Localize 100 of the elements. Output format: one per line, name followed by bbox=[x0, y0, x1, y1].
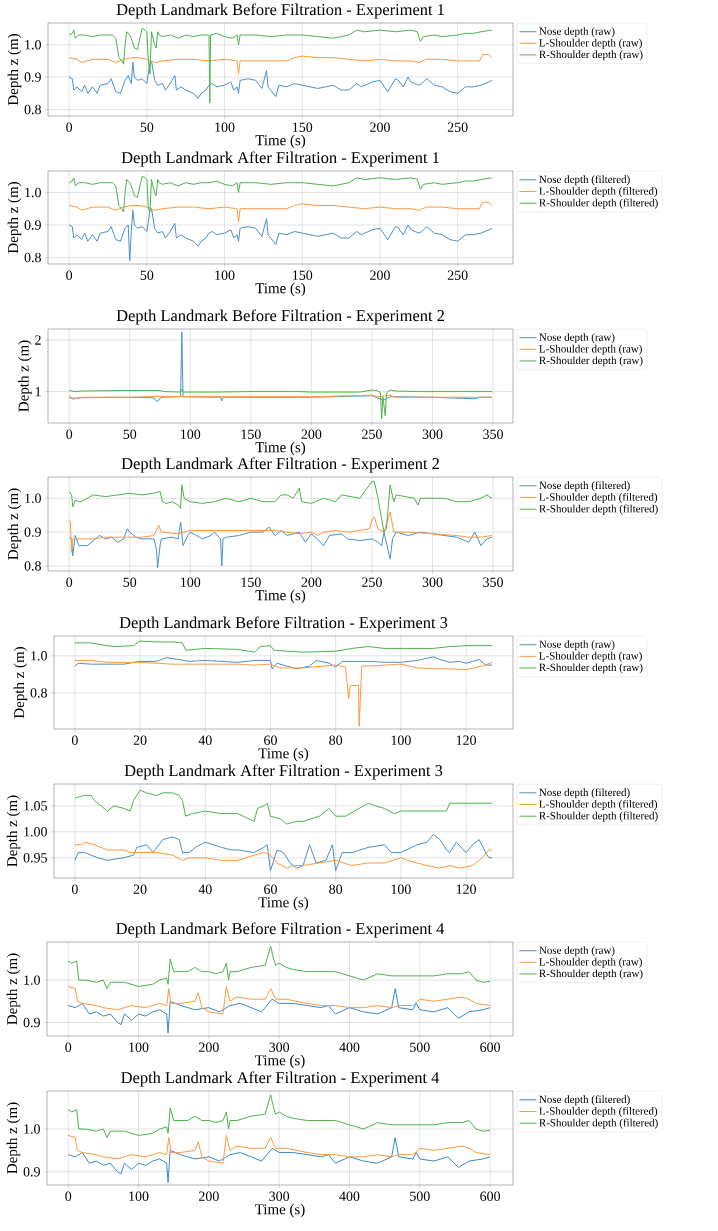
x-tick-label: 100 bbox=[129, 1191, 149, 1201]
x-tick-label: 250 bbox=[362, 429, 382, 439]
x-tick-label: 300 bbox=[422, 429, 443, 439]
x-tick-label: 300 bbox=[269, 1042, 290, 1052]
y-tick-label: 0.9 bbox=[24, 72, 41, 82]
y-axis-title: Depth z (m) bbox=[7, 488, 22, 560]
y-tick-label: 0.9 bbox=[23, 1017, 40, 1028]
legend-label: L-Shoulder depth (filtered) bbox=[539, 1106, 658, 1117]
legend-label: L-Shoulder depth (raw) bbox=[539, 957, 642, 968]
x-tick-label: 100 bbox=[181, 577, 201, 587]
x-tick-label: 250 bbox=[362, 577, 382, 587]
x-tick-label: 0 bbox=[65, 1042, 72, 1052]
y-tick-label: 1.05 bbox=[24, 801, 47, 811]
x-tick-label: 150 bbox=[241, 429, 261, 439]
legend-label: Nose depth (raw) bbox=[539, 27, 615, 38]
x-tick-label: 300 bbox=[269, 1191, 290, 1201]
y-axis-title: Depth z (m) bbox=[6, 1102, 21, 1174]
y-tick-label: 1.0 bbox=[24, 975, 40, 985]
x-tick-label: 0 bbox=[71, 884, 78, 894]
x-tick-label: 150 bbox=[293, 122, 313, 132]
x-tick-label: 0 bbox=[66, 577, 73, 587]
y-tick-label: 0.9 bbox=[24, 527, 41, 537]
x-tick-label: 400 bbox=[339, 1042, 360, 1052]
legend-label: Nose depth (raw) bbox=[539, 946, 615, 957]
chart-title: Depth Landmark After Filtration - Experiment 1 bbox=[121, 151, 439, 167]
x-tick-label: 20 bbox=[133, 735, 147, 745]
x-tick-label: 50 bbox=[123, 577, 137, 587]
x-tick-label: 40 bbox=[198, 884, 212, 894]
x-axis-title: Time (s) bbox=[258, 896, 309, 911]
line-series bbox=[68, 208, 493, 262]
chart-title: Depth Landmark Before Filtration - Experiment 4 bbox=[116, 922, 445, 938]
legend-label: L-Shoulder depth (filtered) bbox=[539, 799, 658, 810]
x-tick-label: 200 bbox=[370, 270, 390, 280]
x-tick-label: 50 bbox=[123, 429, 137, 439]
y-tick-label: 0.9 bbox=[24, 220, 41, 230]
y-tick-label: 0.8 bbox=[30, 688, 47, 698]
x-tick-label: 40 bbox=[198, 735, 212, 745]
x-tick-label: 200 bbox=[199, 1042, 219, 1052]
x-axis-title: Time (s) bbox=[255, 441, 306, 456]
legend-label: R-Shoulder depth (filtered) bbox=[539, 198, 658, 209]
x-axis-title: Time (s) bbox=[255, 282, 306, 297]
legend-label: R-Shoulder depth (raw) bbox=[539, 356, 643, 367]
legend-label: R-Shoulder depth (raw) bbox=[539, 663, 643, 674]
x-tick-label: 50 bbox=[140, 122, 154, 132]
y-tick-label: 1.00 bbox=[24, 827, 47, 837]
x-tick-label: 500 bbox=[410, 1042, 430, 1052]
x-tick-label: 100 bbox=[215, 270, 235, 280]
legend-label: Nose depth (filtered) bbox=[539, 1095, 630, 1106]
line-series bbox=[68, 60, 493, 99]
y-tick-label: 1.0 bbox=[25, 493, 41, 504]
legend-label: R-Shoulder depth (filtered) bbox=[539, 811, 658, 822]
x-tick-label: 60 bbox=[264, 884, 277, 894]
x-tick-label: 0 bbox=[66, 429, 73, 439]
x-tick-label: 0 bbox=[71, 735, 78, 745]
x-axis-title: Time (s) bbox=[255, 134, 306, 149]
x-tick-label: 0 bbox=[66, 270, 73, 280]
legend-label: Nose depth (raw) bbox=[539, 640, 615, 651]
y-axis-title: Depth z (m) bbox=[18, 340, 32, 412]
x-tick-label: 350 bbox=[483, 577, 503, 587]
y-axis-title: Depth z (m) bbox=[6, 795, 21, 867]
x-tick-label: 250 bbox=[447, 122, 468, 132]
x-tick-label: 60 bbox=[264, 735, 277, 745]
x-axis-title: Time (s) bbox=[255, 589, 306, 604]
chart-title: Depth Landmark Before Filtration - Experiment 1 bbox=[116, 3, 444, 19]
y-tick-label: 1.0 bbox=[25, 187, 41, 198]
x-tick-label: 50 bbox=[140, 270, 154, 280]
y-axis-title: Depth z (m) bbox=[7, 182, 22, 254]
y-tick-label: 2 bbox=[35, 335, 41, 345]
legend-label: Nose depth (filtered) bbox=[539, 788, 630, 799]
y-tick-label: 1.0 bbox=[31, 651, 47, 661]
x-tick-label: 120 bbox=[456, 735, 476, 745]
x-tick-label: 100 bbox=[181, 429, 201, 439]
x-tick-label: 350 bbox=[483, 429, 503, 439]
x-tick-label: 200 bbox=[301, 577, 322, 587]
x-tick-label: 100 bbox=[129, 1042, 149, 1052]
legend-label: L-Shoulder depth (filtered) bbox=[539, 186, 658, 197]
y-tick-label: 0.8 bbox=[24, 104, 41, 115]
legend-label: R-Shoulder depth (filtered) bbox=[539, 504, 658, 515]
chart-title: Depth Landmark Before Filtration - Experiment 3 bbox=[119, 616, 448, 632]
x-tick-label: 300 bbox=[422, 577, 443, 587]
y-tick-label: 1 bbox=[35, 386, 41, 397]
y-tick-label: 1.0 bbox=[25, 39, 41, 50]
legend-label: L-Shoulder depth (filtered) bbox=[539, 492, 658, 503]
y-tick-label: 1.0 bbox=[24, 1124, 40, 1134]
x-tick-label: 120 bbox=[456, 884, 476, 894]
x-tick-label: 200 bbox=[370, 122, 390, 132]
y-tick-label: 0.95 bbox=[23, 853, 47, 863]
x-tick-label: 600 bbox=[480, 1191, 501, 1201]
chart-title: Depth Landmark After Filtration - Experiment 2 bbox=[121, 457, 439, 473]
x-tick-label: 0 bbox=[65, 1191, 72, 1201]
x-tick-label: 100 bbox=[215, 122, 235, 132]
legend-label: L-Shoulder depth (raw) bbox=[539, 38, 642, 49]
legend-label: Nose depth (raw) bbox=[539, 333, 615, 344]
x-tick-label: 600 bbox=[480, 1042, 501, 1052]
x-tick-label: 200 bbox=[199, 1191, 219, 1201]
x-axis-title: Time (s) bbox=[255, 1054, 305, 1069]
x-tick-label: 80 bbox=[329, 735, 343, 745]
y-axis-title: Depth z (m) bbox=[13, 647, 28, 719]
legend-label: R-Shoulder depth (raw) bbox=[539, 50, 643, 61]
chart-title: Depth Landmark After Filtration - Experiment 3 bbox=[124, 764, 443, 780]
